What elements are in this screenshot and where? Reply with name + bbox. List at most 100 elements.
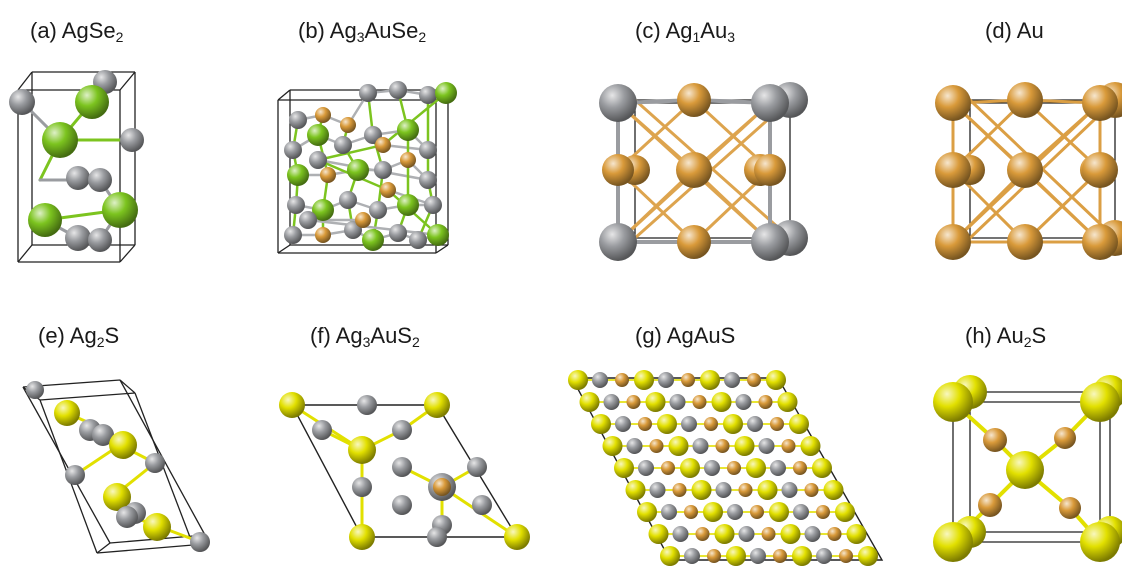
ag-atom bbox=[287, 196, 305, 214]
se-atom bbox=[42, 122, 78, 158]
au-atom bbox=[1082, 152, 1118, 188]
cell-edge bbox=[119, 71, 136, 91]
au-atom bbox=[770, 417, 784, 431]
s-atom bbox=[279, 392, 305, 418]
s-atom bbox=[746, 458, 766, 478]
formula-subscript: 2 bbox=[411, 334, 420, 350]
cell-edge bbox=[119, 244, 136, 263]
s-atom bbox=[143, 513, 171, 541]
cell-edge bbox=[22, 386, 111, 544]
au-atom bbox=[827, 527, 842, 541]
ag-atom bbox=[472, 495, 492, 515]
ag-atom bbox=[309, 151, 327, 169]
ag-atom bbox=[427, 527, 447, 547]
au-atom bbox=[433, 478, 451, 496]
panel-label-f: (f) Ag3AuS2 bbox=[310, 323, 420, 350]
s-atom bbox=[757, 480, 778, 500]
s-atom bbox=[348, 436, 376, 464]
structure-b-ag3ause2 bbox=[277, 81, 457, 254]
ag-atom bbox=[392, 457, 412, 477]
se-atom bbox=[435, 82, 457, 104]
formula-subscript: 3 bbox=[356, 29, 365, 45]
cell-edge bbox=[39, 392, 136, 401]
cell-edge bbox=[17, 244, 33, 263]
formula-element: Ag bbox=[335, 323, 363, 348]
ag-atom bbox=[312, 420, 332, 440]
cell-edge bbox=[277, 89, 291, 101]
s-atom bbox=[777, 392, 798, 412]
ag-atom bbox=[638, 460, 654, 476]
se-atom bbox=[397, 194, 419, 216]
ag-atom bbox=[424, 196, 442, 214]
ag-atom bbox=[88, 168, 112, 192]
panel-label-b: (b) Ag3AuSe2 bbox=[298, 18, 426, 45]
ag-atom bbox=[284, 226, 302, 244]
au-atom bbox=[839, 549, 853, 563]
au-atom bbox=[681, 373, 695, 387]
cell-edge bbox=[435, 244, 449, 254]
s-atom bbox=[1006, 451, 1044, 489]
se-atom bbox=[427, 224, 449, 246]
au-atom bbox=[355, 212, 371, 228]
au-atom bbox=[315, 107, 331, 123]
au-atom bbox=[758, 395, 773, 409]
s-atom bbox=[823, 480, 844, 500]
ag-atom bbox=[692, 438, 709, 454]
au-atom bbox=[380, 182, 396, 198]
cell-edge bbox=[17, 71, 33, 91]
au-atom bbox=[1059, 497, 1081, 519]
s-atom bbox=[789, 414, 809, 434]
formula-subscript: 2 bbox=[1023, 334, 1032, 350]
au-atom bbox=[935, 85, 971, 121]
ag-atom bbox=[684, 548, 700, 564]
ag-atom bbox=[781, 482, 798, 498]
au-atom bbox=[750, 505, 764, 519]
panel-label-h: (h) Au2S bbox=[965, 323, 1046, 350]
au-atom bbox=[738, 483, 753, 497]
au-atom bbox=[677, 83, 711, 117]
ag-atom bbox=[339, 191, 357, 209]
structure-c-ag1au3 bbox=[599, 82, 808, 261]
formula-subscript: 2 bbox=[115, 29, 124, 45]
s-atom bbox=[812, 458, 832, 478]
structure-h-au2s bbox=[933, 375, 1122, 562]
se-atom bbox=[287, 164, 309, 186]
ag-atom bbox=[704, 460, 720, 476]
panel-label-c: (c) Ag1Au3 bbox=[635, 18, 735, 45]
s-atom bbox=[933, 522, 973, 562]
au-atom bbox=[773, 549, 787, 563]
panel-label-g: (g) AgAuS bbox=[635, 323, 735, 349]
ag-atom bbox=[392, 495, 412, 515]
au-atom bbox=[677, 225, 711, 259]
au-atom bbox=[761, 527, 776, 541]
s-atom bbox=[645, 392, 666, 412]
s-atom bbox=[766, 370, 786, 390]
s-atom bbox=[835, 502, 855, 522]
s-atom bbox=[648, 524, 669, 544]
formula-subscript: 2 bbox=[418, 29, 427, 45]
au-atom bbox=[626, 395, 641, 409]
s-atom bbox=[668, 436, 689, 456]
ag-atom bbox=[389, 224, 407, 242]
au-atom bbox=[978, 493, 1002, 517]
ag-atom bbox=[374, 161, 392, 179]
ag-atom bbox=[751, 84, 789, 122]
formula-element: Au bbox=[1016, 18, 1044, 43]
se-atom bbox=[307, 124, 329, 146]
ag-atom bbox=[284, 141, 302, 159]
s-atom bbox=[568, 370, 588, 390]
cell-edge bbox=[119, 379, 136, 394]
formula-element: Au bbox=[996, 323, 1024, 348]
panel-letter: (c) bbox=[635, 18, 666, 43]
ag-atom bbox=[804, 526, 821, 542]
s-atom bbox=[800, 436, 821, 456]
ag-atom bbox=[669, 394, 686, 410]
s-atom bbox=[591, 414, 611, 434]
ag-atom bbox=[750, 548, 766, 564]
structure-a-ag2se bbox=[9, 70, 144, 263]
ag-atom bbox=[661, 504, 677, 520]
ag-atom bbox=[419, 171, 437, 189]
cell-edge bbox=[277, 244, 291, 254]
panel-letter: (b) bbox=[298, 18, 330, 43]
panel-letter: (f) bbox=[310, 323, 336, 348]
